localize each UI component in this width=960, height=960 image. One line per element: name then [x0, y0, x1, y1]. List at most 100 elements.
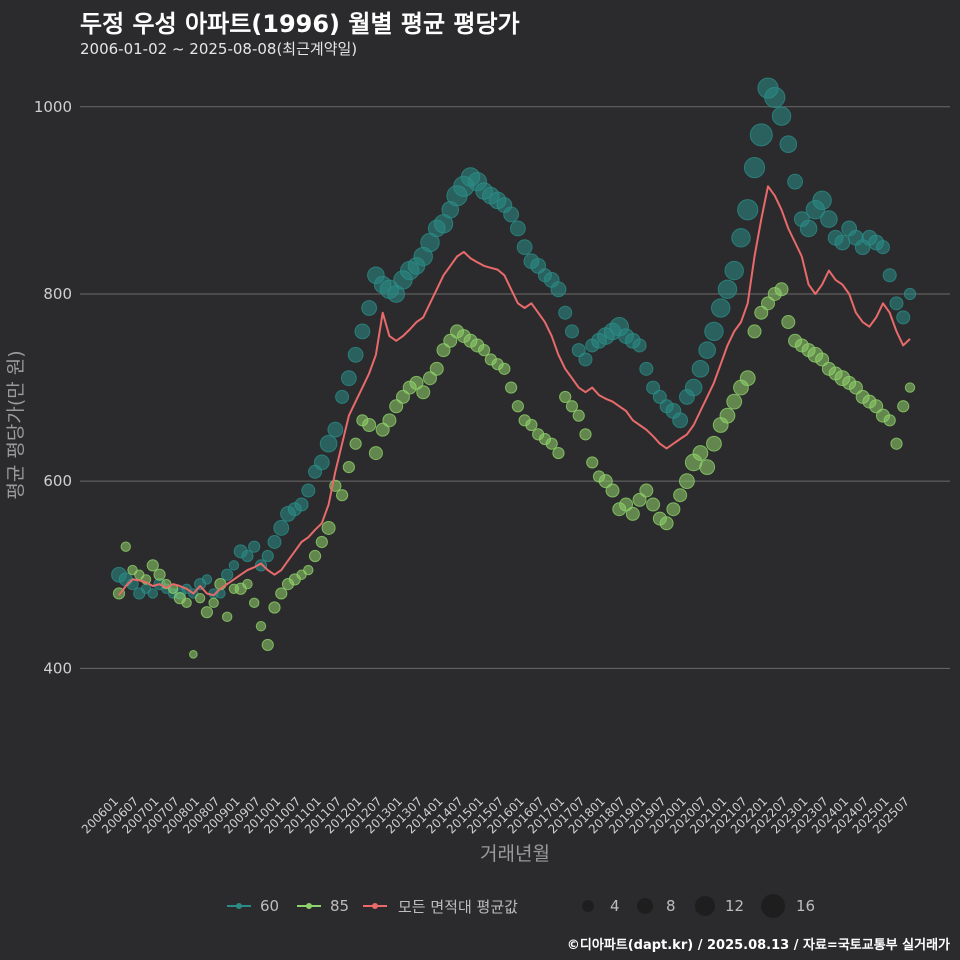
data-point-85: [552, 446, 565, 460]
chart-plot: 4006008001000200601200607200701200707200…: [5, 77, 950, 865]
data-point-85: [673, 488, 688, 503]
data-point-85: [625, 506, 640, 521]
data-point-85: [890, 437, 903, 450]
data-point-60: [578, 352, 593, 367]
y-axis-title: 평균 평당가(만 원): [5, 350, 27, 499]
data-point-85: [395, 389, 410, 404]
data-point-85: [572, 409, 585, 422]
data-point-85: [221, 611, 233, 623]
data-point-60: [147, 588, 159, 599]
data-point-85: [646, 497, 661, 512]
data-point-60: [294, 497, 309, 512]
data-point-60: [764, 86, 786, 109]
data-point-60: [347, 346, 364, 363]
data-point-85: [774, 282, 789, 297]
data-point-85: [498, 362, 511, 375]
x-axis-title: 거래년월: [480, 843, 550, 865]
data-point-60: [646, 380, 661, 395]
size-swatch-8: [637, 898, 653, 914]
data-point-85: [362, 418, 377, 432]
data-point-85: [605, 483, 620, 498]
data-point-60: [882, 268, 897, 283]
data-point-85: [275, 587, 288, 600]
data-point-85: [883, 414, 896, 427]
data-point-85: [904, 382, 916, 393]
data-point-85: [659, 516, 674, 531]
data-point-85: [559, 390, 572, 404]
data-point-85: [416, 385, 431, 400]
data-point-85: [586, 456, 599, 469]
legend-item-average[interactable]: 모든 면적대 평균값: [362, 892, 518, 920]
data-point-60: [571, 343, 586, 358]
legend-label-average: 모든 면적대 평균값: [398, 897, 518, 916]
data-point-85: [897, 400, 910, 413]
size-label-16: 16: [796, 897, 816, 915]
data-point-60: [771, 106, 792, 126]
data-point-85: [706, 435, 722, 452]
data-point-60: [684, 378, 703, 397]
data-point-60: [749, 123, 773, 147]
data-point-85: [375, 422, 390, 437]
data-point-60: [820, 210, 838, 228]
data-point-85: [368, 446, 383, 461]
data-point-85: [666, 502, 681, 517]
data-point-60: [564, 324, 579, 339]
data-point-60: [903, 287, 917, 301]
data-point-60: [201, 574, 213, 585]
data-point-85: [268, 601, 281, 614]
data-point-60: [354, 323, 371, 340]
data-point-85: [545, 437, 558, 450]
legend-item-60[interactable]: 60: [226, 892, 279, 920]
data-point-85: [848, 380, 863, 395]
data-point-85: [315, 535, 328, 549]
data-point-85: [308, 549, 322, 563]
data-point-60: [261, 549, 274, 563]
data-point-85: [754, 305, 769, 320]
data-point-85: [194, 592, 206, 604]
data-point-85: [242, 578, 253, 590]
data-point-85: [208, 597, 219, 609]
data-point-85: [255, 621, 267, 632]
data-point-60: [639, 361, 654, 376]
data-point-85: [692, 445, 709, 461]
chart-subtitle: 2006-01-02 ~ 2025-08-08(최근계약일): [80, 40, 358, 58]
data-point-85: [181, 597, 192, 609]
data-point-85: [505, 381, 518, 394]
data-point-60: [731, 228, 751, 248]
data-point-60: [834, 234, 851, 251]
legend-size-8: 8: [634, 892, 676, 920]
data-point-85: [678, 473, 695, 490]
legend-label-60: 60: [260, 897, 280, 915]
size-swatch-12: [695, 896, 715, 916]
data-point-85: [349, 437, 362, 450]
legend-item-85[interactable]: 85: [296, 892, 349, 920]
data-point-60: [319, 434, 338, 453]
data-point-60: [779, 135, 798, 154]
chart-title: 두정 우성 아파트(1996) 월별 평균 평당가: [80, 10, 520, 38]
data-point-85: [389, 399, 404, 414]
data-point-85: [303, 564, 314, 576]
data-point-85: [815, 352, 830, 367]
data-point-60: [691, 360, 710, 378]
data-point-60: [652, 389, 667, 404]
data-point-85: [739, 370, 756, 387]
data-point-85: [146, 559, 159, 572]
data-point-85: [598, 474, 613, 489]
data-point-60: [799, 219, 818, 238]
data-point-85: [525, 418, 538, 432]
y-tick-label: 800: [43, 285, 72, 303]
legend-swatch-60: [227, 903, 251, 909]
data-point-85: [261, 638, 274, 652]
data-point-85: [619, 497, 634, 512]
legend-size-12: 12: [694, 892, 744, 920]
data-point-60: [724, 260, 744, 281]
data-point-85: [579, 428, 592, 441]
data-point-85: [336, 489, 349, 502]
legend-swatch-85: [297, 903, 321, 909]
data-point-60: [516, 239, 533, 256]
average-price-line: [118, 185, 911, 597]
data-point-85: [382, 413, 397, 428]
data-point-60: [313, 454, 330, 471]
data-point-60: [267, 534, 282, 549]
size-swatch-16: [761, 894, 785, 918]
